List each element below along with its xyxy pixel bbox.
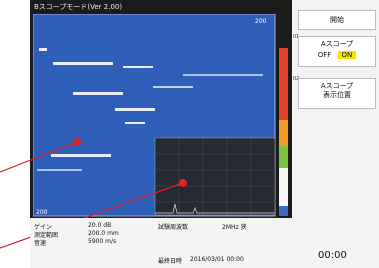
frequency-label: 試験周波数 [158,222,188,231]
datetime-value: 2016/03/01 00:00 [190,256,244,263]
status-panel: ゲイン 20.0 dB 測定範囲 200.0 mm 音速 5900 m/s 試験… [30,218,292,268]
button-line: Aスコープ [299,82,375,91]
color-scale [279,48,288,216]
param-value: 5900 m/s [88,238,116,245]
start-button[interactable]: 開始 [298,10,376,30]
param-label: 音速 [34,238,46,247]
clock-panel: 00:00 [292,218,379,268]
position-button[interactable]: Aスコープ 表示位置 [298,78,376,109]
range-top: 200 [255,18,267,25]
clock: 00:00 [318,250,347,261]
param-value: 20.0 dB [88,222,111,229]
pointer-line [0,142,77,172]
pointer-dot [73,138,81,146]
button-line: 表示位置 [299,91,375,100]
toggle-options: OFF ON [299,51,375,60]
option-off: OFF [318,51,332,59]
param-value: 200.0 mm [88,230,119,237]
datetime-label: 最終日時 [158,256,182,265]
pointer-dot [179,179,187,187]
frequency-value: 2MHz 狭 [222,222,247,231]
toggle-label: Aスコープ [299,40,375,49]
option-on: ON [338,51,357,59]
a-scope-toggle[interactable]: Aスコープ OFF ON [298,36,376,67]
page: {"header": {"title": "Bスコープモード(Ver 2.00)… [0,0,379,268]
